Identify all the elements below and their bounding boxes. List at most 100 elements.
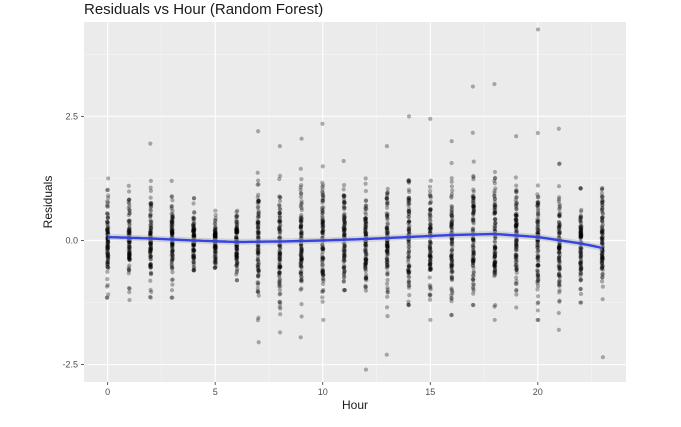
data-point bbox=[513, 212, 518, 217]
data-point bbox=[535, 217, 540, 222]
data-point bbox=[170, 232, 175, 237]
data-point bbox=[385, 259, 390, 264]
data-point bbox=[170, 282, 175, 287]
data-point bbox=[406, 214, 412, 220]
data-point bbox=[170, 248, 175, 254]
data-point bbox=[385, 287, 390, 292]
data-point bbox=[363, 198, 369, 204]
data-point bbox=[406, 302, 411, 308]
data-point bbox=[449, 239, 454, 244]
data-point bbox=[513, 219, 519, 225]
data-point bbox=[342, 288, 347, 293]
data-point bbox=[191, 252, 197, 258]
data-point bbox=[169, 194, 174, 200]
data-point bbox=[513, 246, 519, 252]
data-point bbox=[299, 249, 304, 255]
data-point bbox=[298, 270, 303, 275]
data-point bbox=[514, 262, 519, 267]
data-point bbox=[105, 223, 110, 228]
data-point bbox=[385, 244, 390, 249]
data-point bbox=[363, 367, 369, 372]
data-point bbox=[105, 243, 110, 248]
data-point bbox=[363, 216, 368, 221]
data-point bbox=[105, 260, 110, 265]
data-point bbox=[213, 243, 218, 249]
data-point bbox=[427, 245, 433, 251]
data-point bbox=[127, 252, 132, 257]
data-point bbox=[557, 255, 562, 260]
data-point bbox=[127, 255, 132, 260]
data-point bbox=[449, 295, 454, 301]
data-point bbox=[126, 250, 132, 256]
data-point bbox=[427, 253, 432, 258]
data-point bbox=[535, 199, 541, 204]
data-point bbox=[191, 255, 196, 260]
data-point bbox=[363, 227, 368, 232]
data-point bbox=[557, 246, 562, 251]
data-point bbox=[449, 254, 454, 259]
data-point bbox=[277, 252, 283, 257]
data-point bbox=[578, 217, 583, 222]
data-point bbox=[406, 267, 411, 272]
data-point bbox=[148, 226, 153, 231]
data-point bbox=[492, 254, 498, 260]
data-point bbox=[449, 179, 454, 184]
data-point bbox=[148, 241, 153, 246]
data-point bbox=[427, 262, 432, 267]
data-point bbox=[341, 197, 347, 202]
data-point bbox=[514, 257, 519, 262]
data-point bbox=[256, 198, 261, 203]
data-point bbox=[406, 208, 412, 213]
data-point bbox=[256, 235, 261, 240]
data-point bbox=[557, 271, 562, 276]
data-point bbox=[105, 240, 110, 245]
data-point bbox=[278, 207, 283, 212]
data-point bbox=[449, 225, 454, 230]
data-point bbox=[600, 208, 605, 213]
data-point bbox=[513, 245, 519, 250]
data-point bbox=[342, 219, 347, 224]
data-point bbox=[277, 227, 282, 232]
data-point bbox=[364, 253, 369, 258]
data-point bbox=[384, 249, 389, 254]
data-point bbox=[321, 246, 326, 252]
data-point bbox=[170, 253, 175, 259]
data-point bbox=[535, 239, 541, 244]
data-point bbox=[191, 248, 196, 254]
data-point bbox=[192, 227, 197, 232]
data-point bbox=[449, 210, 455, 216]
data-point bbox=[406, 180, 411, 185]
data-point bbox=[427, 297, 433, 302]
data-point bbox=[556, 283, 562, 288]
data-point bbox=[126, 255, 132, 261]
data-point bbox=[471, 208, 476, 213]
data-point bbox=[342, 254, 347, 259]
data-point bbox=[449, 213, 454, 218]
data-point bbox=[234, 251, 240, 256]
data-point bbox=[471, 273, 476, 279]
data-point bbox=[277, 250, 282, 255]
data-point bbox=[234, 263, 239, 269]
data-point bbox=[148, 202, 154, 207]
data-point bbox=[341, 257, 346, 262]
data-point bbox=[428, 218, 433, 224]
data-point bbox=[127, 218, 132, 223]
data-point bbox=[535, 272, 540, 277]
data-point bbox=[234, 245, 239, 250]
data-point bbox=[298, 204, 303, 209]
data-point bbox=[514, 247, 519, 253]
data-point bbox=[342, 248, 347, 253]
data-point bbox=[513, 238, 518, 244]
data-point bbox=[148, 246, 153, 251]
y-tick-label: 0.0 bbox=[65, 235, 78, 245]
data-point bbox=[148, 265, 153, 270]
data-point bbox=[513, 188, 519, 193]
data-point bbox=[407, 244, 412, 249]
data-point bbox=[148, 263, 153, 268]
data-point bbox=[600, 265, 605, 270]
data-point bbox=[299, 248, 304, 253]
data-point bbox=[299, 265, 304, 270]
data-point bbox=[127, 246, 132, 252]
data-point bbox=[127, 247, 132, 253]
data-point bbox=[579, 224, 584, 229]
